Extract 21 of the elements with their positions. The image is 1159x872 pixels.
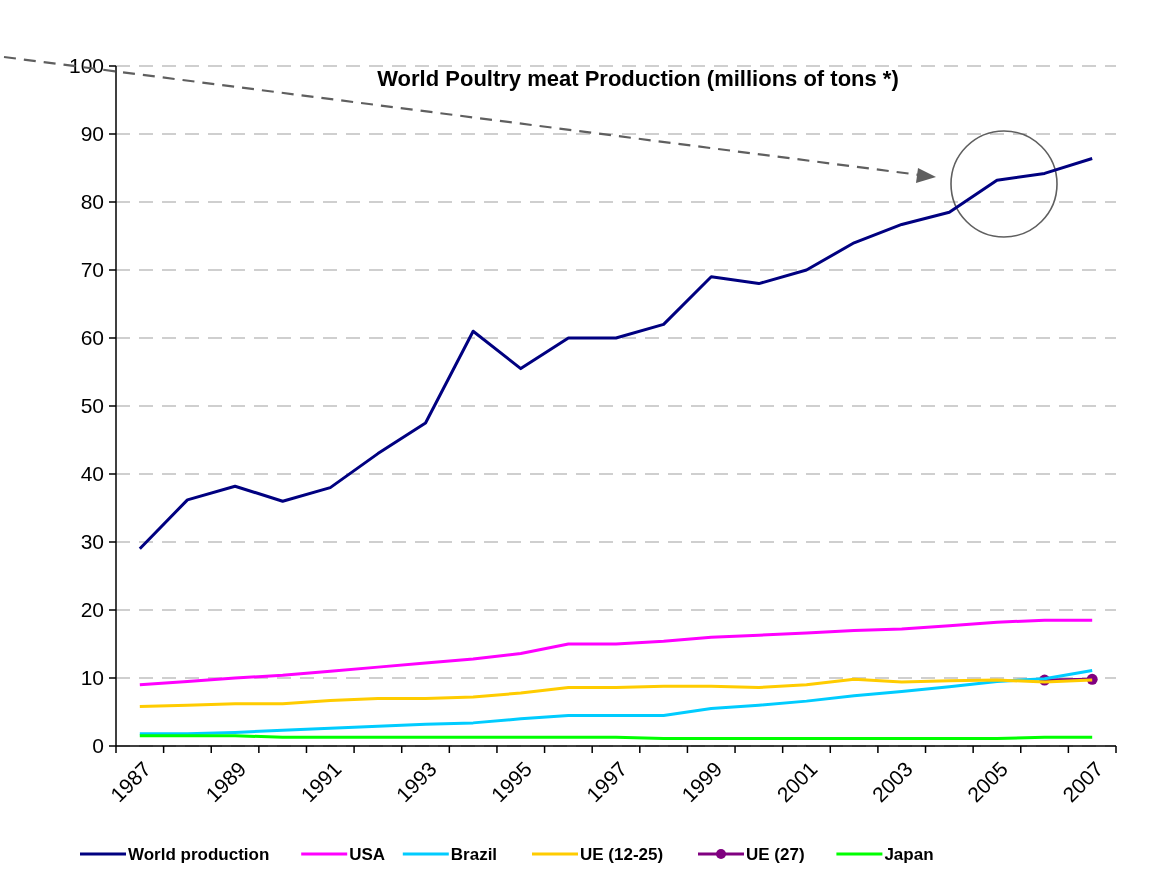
y-tick-label: 100: [68, 54, 104, 78]
chart-title: World Poultry meat Production (millions of tons *): [377, 66, 899, 91]
y-tick-label: 10: [80, 666, 104, 690]
y-tick-label: 50: [80, 394, 104, 418]
legend-label: World production: [128, 844, 270, 864]
line-series: [138, 618, 1094, 687]
y-tick-label: 60: [80, 326, 104, 350]
y-tick-label: 20: [80, 598, 104, 622]
y-tick-label: 0: [92, 734, 104, 758]
y-tick-label: 30: [80, 530, 104, 554]
legend-label: USA: [349, 844, 386, 864]
legend-label: Brazil: [450, 844, 498, 864]
y-tick-label: 90: [80, 122, 104, 146]
y-tick-label: 80: [80, 190, 104, 214]
legend-label: Japan: [884, 844, 934, 864]
line-series: [138, 156, 1094, 551]
legend-label: UE (27): [746, 844, 805, 864]
y-tick-label: 40: [80, 462, 104, 486]
legend-label: UE (12-25): [580, 844, 664, 864]
line-series: [138, 669, 1094, 736]
y-tick-label: 70: [80, 258, 104, 282]
